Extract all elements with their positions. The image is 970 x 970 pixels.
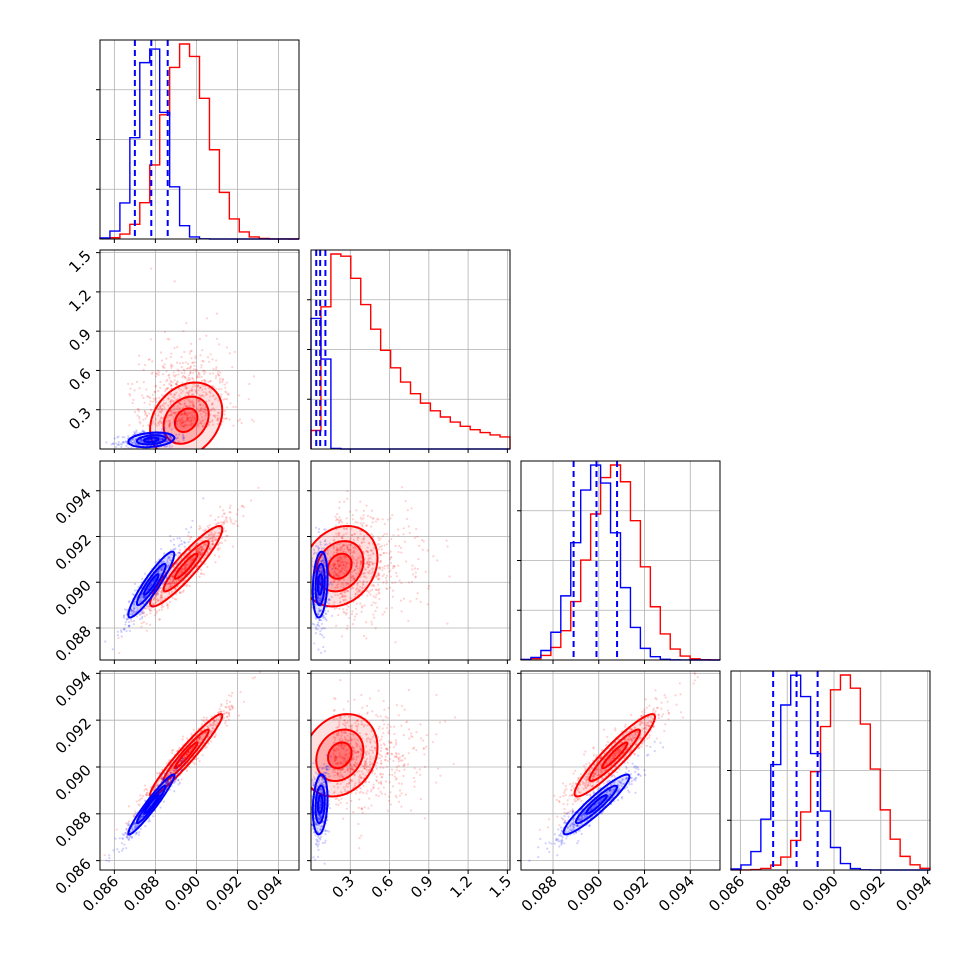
grid-2-2: [521, 461, 720, 660]
contour-blue: [127, 550, 176, 619]
contour-red: [588, 728, 641, 783]
y-tick-label: 0.092: [52, 531, 95, 574]
contour-red: [573, 713, 657, 798]
y-tick-label: 0.090: [52, 761, 95, 804]
histogram-red-3: [730, 674, 931, 871]
scatter-panel-3-0: [103, 671, 261, 863]
contour-blue: [127, 431, 176, 449]
grid-3-2: [521, 671, 720, 870]
x-tick-label: 0.090: [161, 872, 204, 915]
panel-frame-2-0: [99, 460, 300, 661]
y-tick-label: 0.092: [52, 714, 95, 757]
scatter-panel-2-0: [104, 486, 260, 655]
contour-red: [311, 713, 379, 798]
y-tick-label: 0.3: [65, 404, 95, 434]
grid-3-3: [731, 671, 930, 870]
y-tick-label: 0.090: [52, 576, 95, 619]
contour-blue: [311, 550, 329, 619]
contour-red: [149, 713, 224, 798]
contour-red: [326, 741, 353, 770]
x-tick-label: 0.9: [407, 872, 437, 902]
x-tick-label: 1.5: [486, 872, 516, 902]
x-tick-label: 0.094: [892, 872, 935, 915]
x-tick-label: 0.090: [799, 872, 842, 915]
contour-red: [162, 395, 210, 445]
grid-3-0: [100, 671, 299, 870]
contour-red: [173, 741, 199, 770]
contour-red: [149, 381, 224, 449]
x-tick-label: 0.094: [243, 872, 286, 915]
y-tick-label: 0.6: [65, 365, 95, 395]
contour-blue: [316, 794, 324, 815]
contour-blue: [143, 436, 160, 444]
contour-blue: [562, 773, 631, 836]
panel-frame-2-1: [310, 460, 511, 661]
x-tick-label: 0.092: [609, 872, 652, 915]
x-tick-label: 0.094: [655, 872, 698, 915]
contour-red: [601, 741, 629, 770]
contour-blue: [135, 562, 167, 607]
contour-blue: [316, 573, 324, 596]
x-tick-label: 0.090: [563, 872, 606, 915]
scatter-panel-3-2: [528, 671, 699, 862]
contour-blue: [314, 562, 326, 607]
contour-red: [315, 728, 365, 783]
contour-red: [162, 728, 210, 783]
contour-red: [162, 540, 210, 593]
contour-red: [173, 552, 199, 580]
y-tick-label: 0.086: [52, 855, 95, 898]
x-tick-label: 0.088: [518, 872, 561, 915]
x-tick-label: 0.3: [329, 872, 359, 902]
panel-frame-3-1: [310, 670, 511, 871]
contour-blue: [585, 794, 608, 815]
histogram-red-1: [310, 253, 511, 449]
panel-frame-3-0: [99, 670, 300, 871]
contour-red: [149, 524, 224, 608]
x-tick-label: 0.6: [368, 872, 398, 902]
contour-blue: [574, 784, 619, 825]
y-tick-label: 0.094: [52, 667, 95, 710]
scatter-panel-1-0: [105, 267, 256, 449]
y-tick-label: 0.9: [65, 325, 95, 355]
y-tick-label: 1.5: [65, 247, 95, 277]
x-tick-label: 0.092: [202, 872, 245, 915]
y-tick-label: 0.088: [52, 808, 95, 851]
x-tick-label: 0.086: [705, 872, 748, 915]
x-tick-label: 0.086: [79, 872, 122, 915]
contour-red: [173, 407, 199, 433]
x-tick-label: 0.088: [120, 872, 163, 915]
contour-blue: [314, 784, 326, 825]
panel-frame-1-0: [99, 249, 300, 450]
contour-blue: [143, 573, 160, 596]
grid-1-0: [100, 250, 299, 449]
grid-2-0: [100, 461, 299, 660]
scatter-panel-3-1: [311, 679, 457, 865]
scatter-panel-2-1: [311, 486, 451, 654]
y-tick-label: 1.2: [65, 286, 95, 316]
contour-blue: [135, 434, 167, 446]
scatter-points-red: [127, 267, 256, 428]
grid-1-1: [311, 250, 510, 449]
y-tick-label: 0.088: [52, 622, 95, 665]
x-tick-label: 1.2: [446, 872, 476, 902]
panel-frame-3-2: [520, 670, 721, 871]
grid-2-1: [311, 461, 510, 660]
contour-blue: [311, 773, 329, 836]
x-tick-label: 0.092: [846, 872, 889, 915]
y-tick-label: 0.094: [52, 485, 95, 528]
scatter-points-red: [332, 679, 457, 850]
grid-3-1: [311, 671, 510, 870]
contour-blue: [135, 784, 167, 825]
contour-blue: [127, 773, 176, 836]
contour-blue: [143, 794, 160, 815]
x-tick-label: 0.088: [752, 872, 795, 915]
